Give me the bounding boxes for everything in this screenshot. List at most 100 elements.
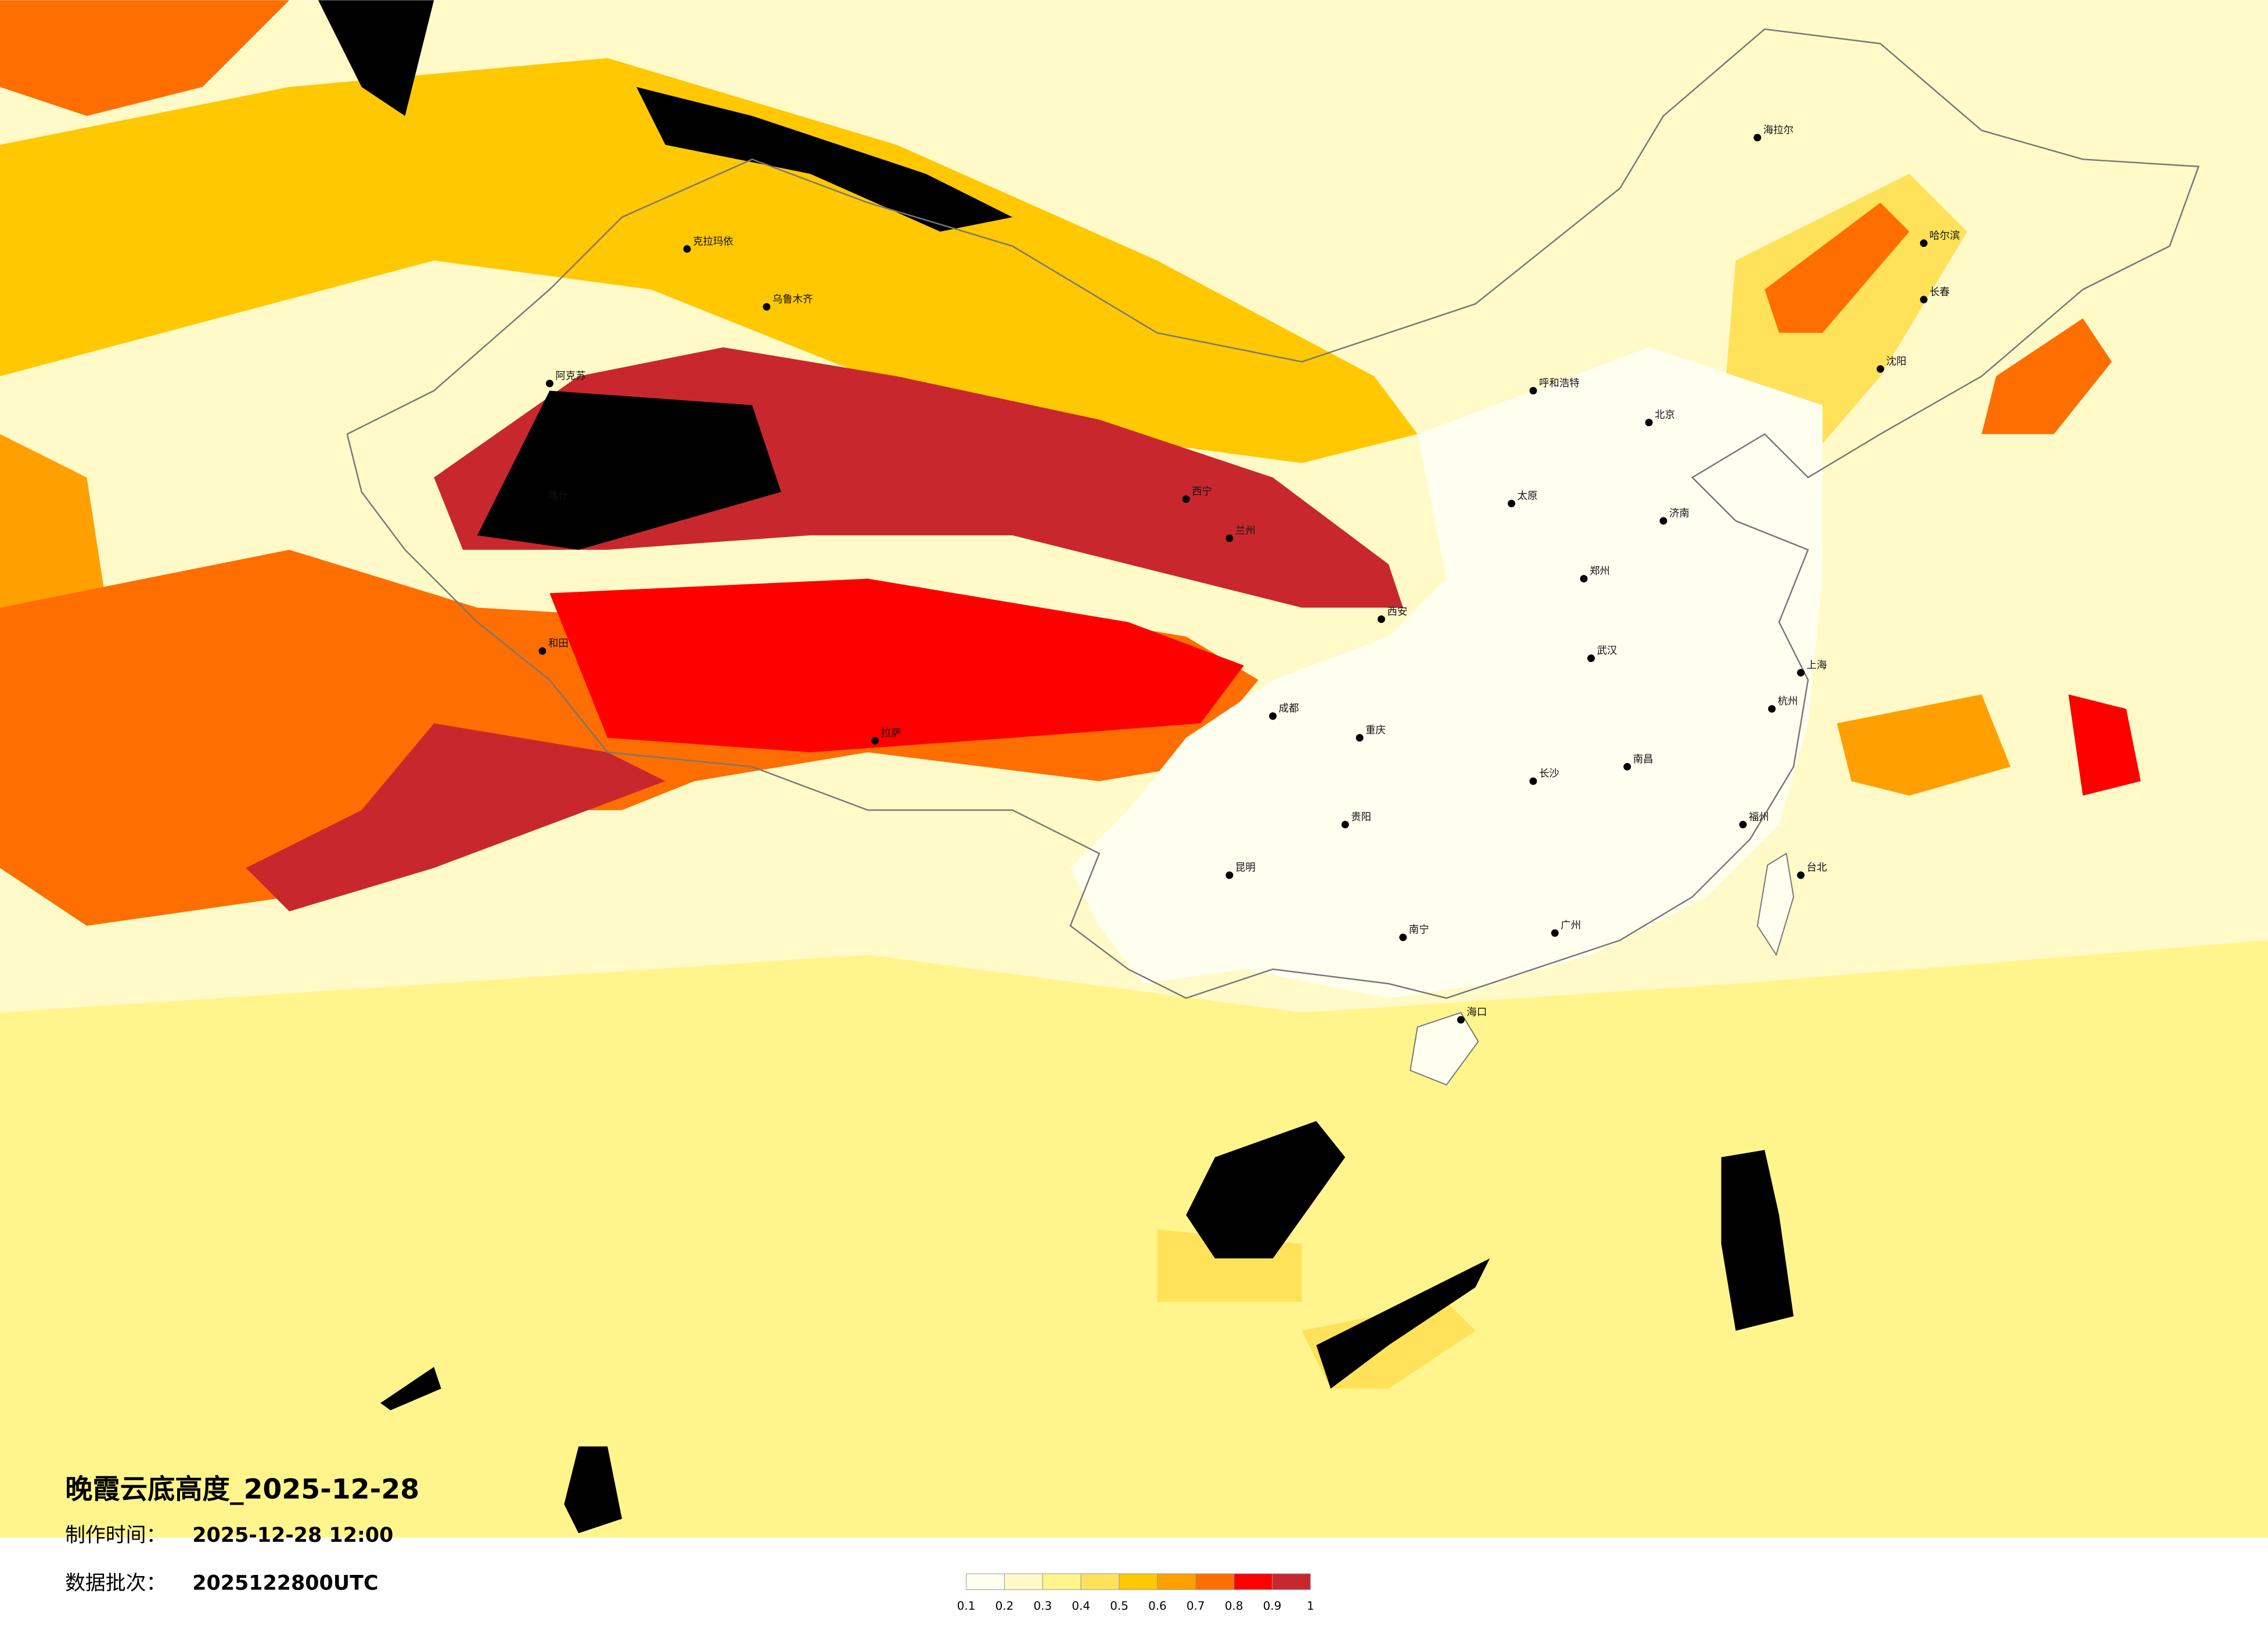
colorbar-tick-label: 0.4: [1072, 1599, 1090, 1613]
city-dot: [1529, 777, 1537, 785]
city-label: 海拉尔: [1763, 124, 1793, 136]
city-dot: [1356, 734, 1364, 742]
field-patch: [564, 1446, 622, 1534]
city-dot: [1529, 387, 1537, 395]
colorbar-tick-label: 0.7: [1187, 1599, 1205, 1613]
colorbar-swatch: [1195, 1573, 1235, 1590]
city-dot: [1877, 365, 1885, 373]
field-patch: [477, 390, 781, 550]
colorbar-swatch: [1004, 1573, 1043, 1590]
city-dot: [1182, 495, 1190, 503]
city-dot: [1225, 534, 1234, 542]
city-dot: [1377, 615, 1385, 623]
city-label: 呼和浩特: [1539, 377, 1580, 389]
colorbar-swatch: [1119, 1573, 1158, 1590]
field-patch: [549, 578, 1244, 753]
city-dot: [1580, 575, 1588, 583]
city-dot: [1920, 296, 1928, 304]
colorbar-tick-label: 1: [1307, 1599, 1314, 1613]
city-dot: [1457, 1016, 1465, 1024]
island-border: [1756, 852, 1795, 956]
city-dot: [1753, 134, 1762, 142]
city-label: 乌鲁木齐: [772, 294, 813, 305]
city-label: 长沙: [1539, 768, 1559, 780]
field-patch: [1316, 1258, 1490, 1389]
city-label: 和田: [548, 638, 569, 650]
city-dot: [1797, 871, 1805, 879]
city-label: 昆明: [1235, 862, 1256, 874]
colorbar-tick-label: 0.8: [1225, 1599, 1243, 1613]
colorbar-swatch: [1157, 1573, 1196, 1590]
field-patch: [0, 940, 2268, 1538]
field-patch: [1764, 203, 1910, 333]
city-label: 台北: [1807, 862, 1827, 874]
city-label: 阿克苏: [555, 370, 585, 382]
city-dot: [1768, 705, 1776, 713]
city-label: 哈尔滨: [1929, 230, 1960, 242]
city-dot: [1797, 668, 1805, 677]
city-dot: [1269, 712, 1277, 720]
colorbar-tick-label: 0.9: [1263, 1599, 1282, 1613]
city-label: 南昌: [1633, 754, 1654, 765]
city-label: 南宁: [1409, 924, 1429, 936]
field-patch: [1981, 318, 2112, 434]
field-patch: [1836, 694, 2011, 796]
city-dot: [683, 245, 691, 253]
city-dot: [1508, 499, 1515, 508]
city-label: 北京: [1655, 409, 1675, 421]
colorbar-tick-label: 0.2: [995, 1599, 1014, 1613]
city-label: 西宁: [1192, 486, 1212, 498]
city-dot: [1659, 517, 1667, 525]
city-label: 喀什: [548, 491, 569, 502]
city-label: 西安: [1387, 606, 1407, 618]
colorbar-tick-label: 0.5: [1110, 1599, 1128, 1613]
city-label: 重庆: [1365, 725, 1386, 736]
city-dot: [763, 303, 771, 311]
colorbar-swatch: [966, 1573, 1005, 1590]
colorbar-swatch: [1234, 1573, 1273, 1590]
city-label: 福州: [1749, 811, 1769, 823]
field-patch: [246, 723, 666, 912]
city-label: 武汉: [1597, 645, 1617, 657]
city-label: 郑州: [1590, 566, 1610, 577]
info-value: 2025122800UTC: [192, 1571, 378, 1595]
city-dot: [1587, 654, 1595, 662]
colorbar-swatch: [1271, 1573, 1311, 1590]
city-label: 太原: [1517, 491, 1537, 502]
field-patch: [380, 1366, 441, 1411]
city-dot: [545, 379, 553, 387]
city-dot: [538, 647, 547, 655]
field-patch: [636, 87, 1013, 232]
field-patch: [1070, 347, 1823, 998]
info-label: 制作时间：: [65, 1524, 166, 1547]
field-patch: [0, 57, 1418, 463]
city-label: 长春: [1929, 286, 1950, 298]
field-patch: [318, 0, 434, 116]
field-patch: [0, 0, 290, 116]
city-label: 兰州: [1235, 525, 1256, 537]
colorbar: 0.1 0.2 0.3 0.4 0.5 0.6 0.7 0.8 0.9 1: [957, 1573, 1314, 1613]
city-label: 成都: [1279, 703, 1299, 715]
colorbar-swatch: [1042, 1573, 1081, 1590]
city-label: 贵阳: [1351, 811, 1371, 823]
city-label: 拉萨: [881, 728, 901, 739]
info: 制作时间： 2025-12-28 12:00 数据批次： 2025122800UTC: [65, 1524, 393, 1595]
city-dot: [1623, 762, 1631, 771]
colorbar-swatch: [1080, 1573, 1120, 1590]
city-dot: [1341, 821, 1349, 829]
city-dot: [1739, 821, 1747, 829]
city-dot: [1551, 929, 1559, 937]
field-patch: [2068, 694, 2141, 796]
colorbar-tick-label: 0.1: [957, 1599, 976, 1613]
island-border: [1410, 1012, 1479, 1086]
info-value: 2025-12-28 12:00: [192, 1524, 393, 1547]
cloud-field: [0, 0, 2268, 1538]
city-label: 海口: [1467, 1007, 1487, 1019]
map-title: 晚霞云底高度_2025-12-28: [65, 1473, 419, 1505]
city-dot: [1645, 419, 1653, 427]
country-border: [346, 28, 2200, 999]
city-label: 杭州: [1778, 696, 1798, 707]
city-dot: [1920, 239, 1928, 247]
